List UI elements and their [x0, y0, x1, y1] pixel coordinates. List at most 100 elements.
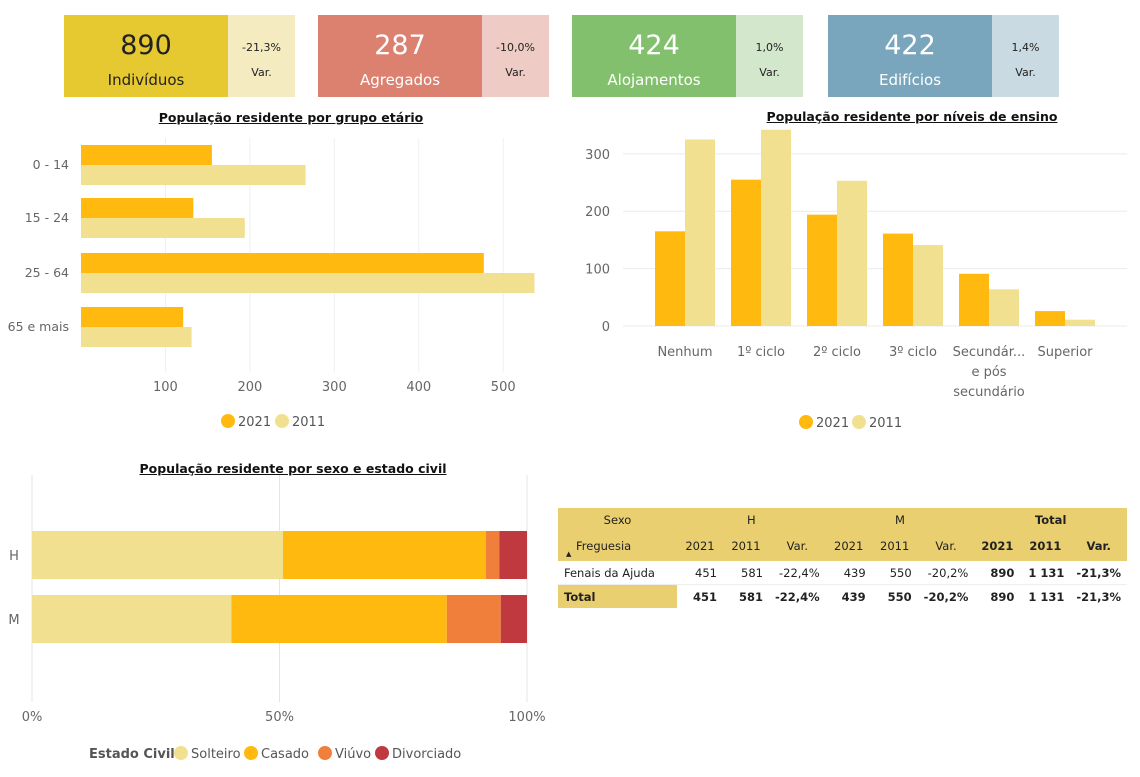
- education-bar-2021: [731, 179, 761, 326]
- table-group-header-row: Sexo H M Total: [558, 508, 1128, 531]
- education-legend-2011-swatch: [852, 415, 866, 429]
- table-col-header[interactable]: Var.: [917, 531, 975, 561]
- age-category-label: 65 e mais: [8, 319, 69, 334]
- age-legend-2011-swatch: [275, 414, 289, 428]
- age-category-label: 0 - 14: [33, 157, 69, 172]
- civil-legend-casado-swatch: [244, 746, 258, 760]
- age-bar-2011: [81, 165, 306, 185]
- kpi-card-alojamentos: 424 Alojamentos 1,0% Var.: [572, 15, 803, 97]
- education-bar-2011: [685, 139, 715, 326]
- table-cell: 451: [677, 584, 723, 608]
- kpi-variation-label: Var.: [759, 66, 780, 79]
- age-x-tick-label: 300: [322, 380, 347, 395]
- table-col-header[interactable]: Var.: [1070, 531, 1128, 561]
- civil-bar-divorciado: [500, 595, 527, 643]
- kpi-variation-value: -10,0%: [496, 41, 535, 54]
- age-x-tick-label: 400: [406, 380, 431, 395]
- education-legend-2021-label: 2021: [816, 416, 849, 431]
- kpi-main: 424 Alojamentos: [572, 15, 736, 97]
- table-cell: 890: [974, 584, 1021, 608]
- table-cell: 581: [723, 561, 769, 585]
- education-bar-2021: [807, 214, 837, 326]
- table-col-header[interactable]: Var.: [769, 531, 826, 561]
- education-y-tick-label: 300: [585, 148, 610, 163]
- table-row-label: Fenais da Ajuda: [558, 561, 677, 585]
- table-total-row: Total 451 581 -22,4% 439 550 -20,2% 890 …: [558, 584, 1128, 608]
- civil-legend-viúvo-label: Viúvo: [335, 747, 371, 762]
- education-bar-2011: [837, 180, 867, 326]
- table-cell: 439: [825, 584, 872, 608]
- education-chart-title: População residente por níveis de ensino: [766, 109, 1058, 124]
- freguesia-header-label: Freguesia: [576, 539, 632, 553]
- education-bar-2021: [959, 273, 989, 326]
- civil-legend-viúvo-swatch: [318, 746, 332, 760]
- table-col-header[interactable]: 2021: [677, 531, 723, 561]
- kpi-main: 422 Edifícios: [828, 15, 992, 97]
- kpi-value: 422: [884, 30, 936, 61]
- table-col-header[interactable]: 2021: [825, 531, 872, 561]
- civil-category-label: H: [9, 549, 19, 564]
- table-cell: 451: [677, 561, 723, 585]
- table-col-header[interactable]: 2011: [723, 531, 769, 561]
- civil-legend-casado-label: Casado: [261, 747, 309, 762]
- civil-category-label: M: [8, 613, 19, 628]
- education-category-label: 3º ciclo: [889, 345, 937, 360]
- sort-ascending-icon[interactable]: ▲: [566, 550, 572, 558]
- age-x-tick-label: 500: [491, 380, 516, 395]
- table-cell: 550: [871, 561, 918, 585]
- education-category-label: Superior: [1038, 345, 1094, 360]
- age-bar-2021: [81, 145, 212, 165]
- education-bar-2021: [883, 233, 913, 326]
- population-matrix-table: Sexo H M Total Freguesia ▲ 2021 2011 Var.…: [558, 508, 1128, 608]
- education-y-tick-label: 200: [585, 205, 610, 220]
- civil-legend-divorciado-label: Divorciado: [392, 747, 461, 762]
- education-category-label: Nenhum: [657, 345, 712, 360]
- civil-bar-viúvo: [485, 531, 500, 579]
- table-cell: 550: [871, 584, 918, 608]
- age-chart-title: População residente por grupo etário: [158, 110, 424, 125]
- age-bar-2021: [81, 198, 194, 218]
- age-x-tick-label: 100: [153, 380, 178, 395]
- table-cell: -22,4%: [769, 561, 826, 585]
- education-legend-2011-label: 2011: [869, 416, 902, 431]
- table-col-header[interactable]: 2011: [1020, 531, 1071, 561]
- civil-legend-solteiro-label: Solteiro: [191, 747, 241, 762]
- kpi-card-agregados: 287 Agregados -10,0% Var.: [318, 15, 549, 97]
- civil-x-tick-label: 50%: [265, 710, 294, 725]
- table-col-header[interactable]: 2021: [974, 531, 1021, 561]
- table-row-header[interactable]: Freguesia ▲: [558, 531, 677, 561]
- civil-status-chart-title: População residente por sexo e estado ci…: [139, 461, 447, 476]
- civil-bar-solteiro: [32, 531, 283, 579]
- civil-bar-viúvo: [446, 595, 501, 643]
- age-bar-2011: [81, 327, 192, 347]
- kpi-label: Agregados: [359, 71, 441, 89]
- age-category-label: 15 - 24: [25, 210, 69, 225]
- civil-legend-title: Estado Civil: [89, 747, 175, 762]
- age-bar-2021: [81, 253, 484, 273]
- kpi-main: 287 Agregados: [318, 15, 482, 97]
- education-bar-2021: [1035, 311, 1065, 326]
- civil-bar-solteiro: [32, 595, 232, 643]
- table-row: Fenais da Ajuda 451 581 -22,4% 439 550 -…: [558, 561, 1128, 585]
- kpi-value: 424: [628, 30, 680, 61]
- age-bar-2011: [81, 218, 245, 238]
- education-category-label: 2º ciclo: [813, 345, 861, 360]
- civil-legend-solteiro-swatch: [174, 746, 188, 760]
- kpi-value: 890: [120, 30, 172, 61]
- kpi-label: Edifícios: [878, 71, 942, 89]
- kpi-variation-value: -21,3%: [242, 41, 281, 54]
- table-group-header-m[interactable]: M: [825, 508, 975, 531]
- table-cell: -20,2%: [917, 584, 975, 608]
- kpi-variation: -21,3% Var.: [228, 15, 295, 97]
- table-subheader-row: Freguesia ▲ 2021 2011 Var. 2021 2011 Var.…: [558, 531, 1128, 561]
- age-legend-2011-label: 2011: [292, 415, 325, 430]
- kpi-variation-label: Var.: [251, 66, 272, 79]
- table-col-header[interactable]: 2011: [871, 531, 918, 561]
- education-category-label: Secundár...: [953, 345, 1026, 360]
- table-group-header-h[interactable]: H: [677, 508, 826, 531]
- table-group-header-total[interactable]: Total: [974, 508, 1128, 531]
- kpi-variation: 1,4% Var.: [992, 15, 1059, 97]
- education-bar-2011: [1065, 319, 1095, 326]
- kpi-variation-label: Var.: [1015, 66, 1036, 79]
